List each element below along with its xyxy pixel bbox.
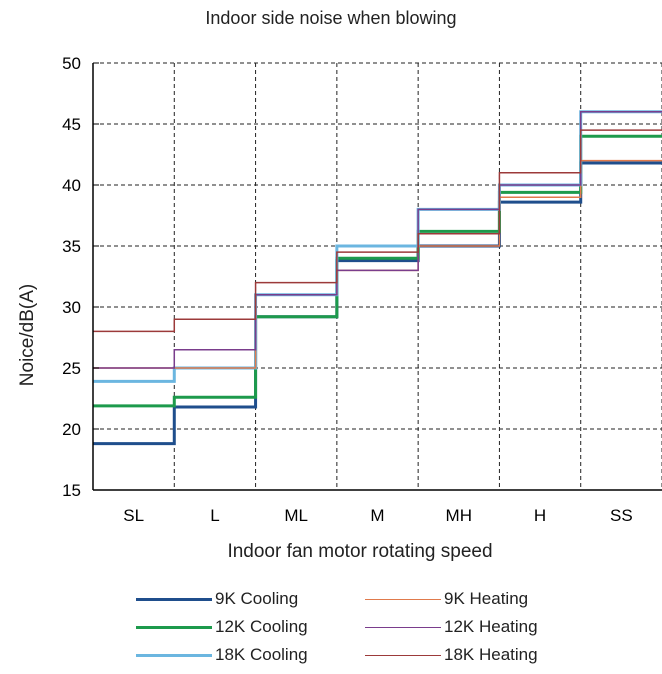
legend-swatch	[365, 654, 441, 656]
y-axis-label: Noice/dB(A)	[17, 283, 38, 387]
y-tick-label: 20	[62, 420, 81, 439]
series-line-1	[93, 161, 662, 446]
series-lines	[93, 110, 662, 446]
legend-swatch	[136, 653, 212, 657]
x-tick-label: H	[534, 506, 546, 525]
series-line-3	[93, 110, 662, 383]
series-line-2	[93, 134, 662, 408]
y-tick-label: 35	[62, 237, 81, 256]
legend-item: 18K Cooling	[136, 642, 308, 668]
legend-item: 9K Cooling	[136, 586, 298, 612]
legend-item: 18K Heating	[365, 642, 538, 668]
x-axis-label: Indoor fan motor rotating speed	[227, 541, 493, 562]
legend-item: 12K Heating	[365, 614, 538, 640]
chart-title: Indoor side noise when blowing	[205, 8, 457, 28]
series-line-6	[93, 129, 662, 333]
legend-label: 9K Cooling	[215, 589, 299, 608]
x-tick-label: MH	[446, 506, 472, 525]
y-tick-label: 25	[62, 359, 81, 378]
y-tick-label: 15	[62, 481, 81, 500]
legend-item: 12K Cooling	[136, 614, 308, 640]
legend-label: 12K Heating	[444, 617, 538, 636]
legend-item: 9K Heating	[365, 586, 528, 612]
grid-lines	[93, 62, 662, 490]
legend-swatch	[365, 626, 441, 628]
x-tick-label: SL	[123, 506, 144, 525]
y-tick-label: 30	[62, 298, 81, 317]
legend-swatch	[136, 597, 212, 601]
x-tick-label: L	[210, 506, 219, 525]
legend-swatch	[365, 598, 441, 600]
axes: 15 20 25 30 35 40 45 50 SL L ML M MH H SS	[62, 54, 662, 525]
legend: 9K Cooling 12K Cooling 18K Cooling 9K Heati…	[0, 586, 662, 672]
y-tick-label: 50	[62, 54, 81, 73]
legend-swatch	[136, 625, 212, 629]
x-tick-label: ML	[284, 506, 308, 525]
x-tick-label: M	[370, 506, 384, 525]
legend-label: 9K Heating	[444, 589, 529, 608]
y-tick-label: 45	[62, 115, 81, 134]
series-line-5	[93, 111, 662, 369]
y-tick-label: 40	[62, 176, 81, 195]
legend-label: 18K Cooling	[215, 645, 308, 664]
legend-label: 12K Cooling	[215, 617, 308, 636]
x-tick-label: SS	[610, 506, 633, 525]
legend-label: 18K Heating	[444, 645, 538, 664]
